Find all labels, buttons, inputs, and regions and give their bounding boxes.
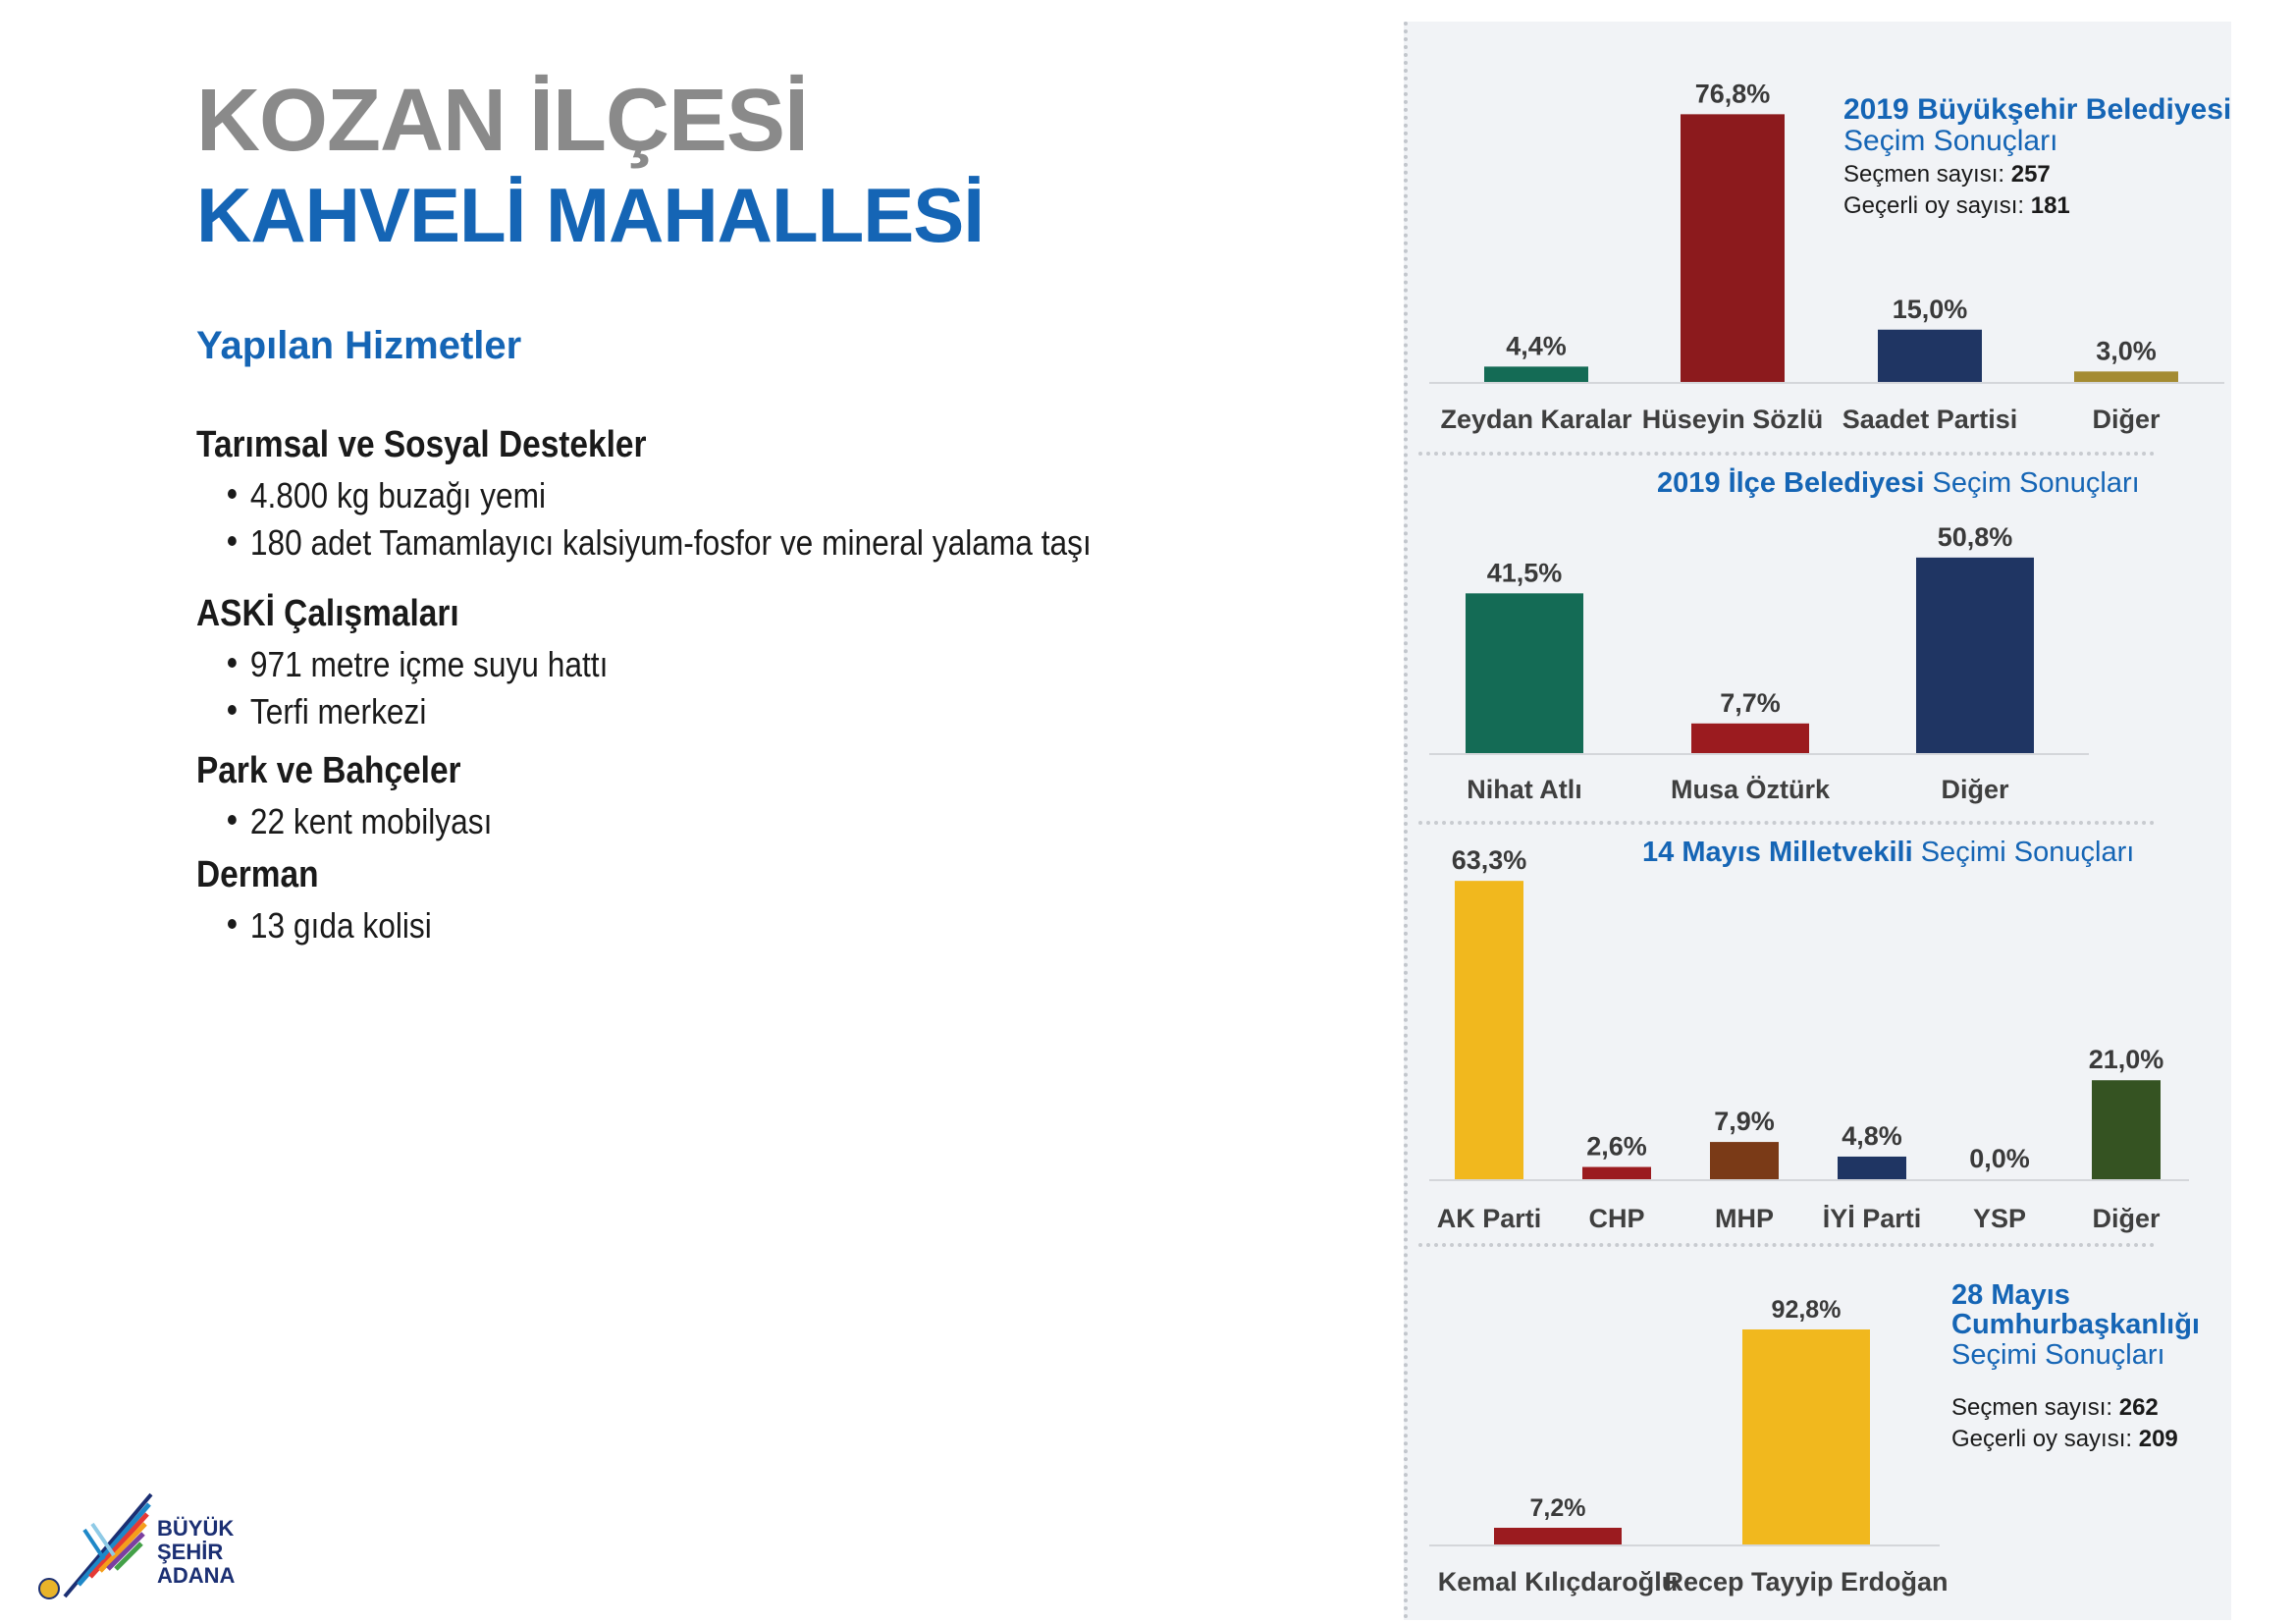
- service-item: 180 adet Tamamlayıcı kalsiyum-fosfor ve …: [228, 522, 1092, 564]
- bar-value-label: 2,6%: [1586, 1132, 1647, 1162]
- bar-3-1: [1455, 881, 1523, 1179]
- bar-value-label: 4,8%: [1842, 1121, 1902, 1151]
- chart4-valid-votes: Geçerli oy sayısı: 209: [1951, 1426, 2178, 1452]
- category-label: Diğer: [2092, 1204, 2161, 1233]
- chart1-valid-votes: Geçerli oy sayısı: 181: [1843, 192, 2070, 219]
- chart4-voters: Seçmen sayısı: 262: [1951, 1394, 2159, 1421]
- bar-value-label: 4,4%: [1506, 331, 1567, 360]
- bar-value-label: 7,9%: [1714, 1107, 1775, 1136]
- category-label: CHP: [1588, 1204, 1644, 1233]
- bar-value-label: 21,0%: [2089, 1045, 2164, 1074]
- logo-text: BÜYÜK ŞEHİR ADANA: [157, 1516, 236, 1589]
- chart4-title: 28 Mayıs Cumhurbaşkanlığı Seçimi Sonuçla…: [1951, 1279, 2200, 1371]
- chart1-title: 2019 Büyükşehir Belediyesi Seçim Sonuçla…: [1843, 93, 2232, 157]
- service-item: 971 metre içme suyu hattı: [228, 644, 608, 685]
- chart1-voters: Seçmen sayısı: 257: [1843, 161, 2051, 188]
- bar-1-3: [1878, 329, 1982, 382]
- category-label: Saadet Partisi: [1842, 405, 2018, 434]
- bar-3-4: [1838, 1156, 1906, 1179]
- section-divider: [1418, 1243, 2155, 1247]
- category-label: Zeydan Karalar: [1440, 405, 1632, 434]
- bar-3-6: [2092, 1080, 2161, 1179]
- section-divider: [1418, 452, 2155, 456]
- category-label: Diğer: [1941, 775, 2009, 804]
- category-label: Musa Öztürk: [1671, 775, 1831, 804]
- bar-1-2: [1681, 114, 1785, 383]
- bar-value-label: 50,8%: [1938, 522, 2013, 552]
- district-title: KOZAN İLÇESİ: [196, 72, 809, 170]
- bullet-icon: [228, 919, 237, 930]
- chart2-title: 2019 İlçe Belediyesi Seçim Sonuçları: [1657, 467, 2140, 499]
- bar-4-2: [1742, 1328, 1870, 1544]
- bar-value-label: 41,5%: [1487, 558, 1563, 587]
- chart-baseline: [1429, 753, 2089, 755]
- bar-value-label: 15,0%: [1893, 295, 1968, 324]
- category-label: AK Parti: [1437, 1204, 1542, 1233]
- service-item: 4.800 kg buzağı yemi: [228, 475, 546, 516]
- section-divider: [1418, 821, 2155, 825]
- bar-value-label: 0,0%: [1969, 1144, 2030, 1173]
- service-group-title: Derman: [196, 854, 319, 895]
- bar-2-1: [1466, 593, 1583, 753]
- bar-value-label: 63,3%: [1452, 845, 1527, 875]
- bullet-icon: [228, 705, 237, 716]
- bar-1-1: [1484, 366, 1588, 382]
- bullet-icon: [228, 658, 237, 669]
- bar-2-2: [1691, 723, 1809, 753]
- election-charts: 4,4% Zeydan Karalar 76,8% Hüseyin Sözlü 15,0…: [1437, 79, 2178, 1597]
- service-group-title: Tarımsal ve Sosyal Destekler: [196, 424, 647, 465]
- bar-1-4: [2074, 371, 2178, 382]
- bar-3-2: [1582, 1166, 1651, 1179]
- category-label: Hüseyin Sözlü: [1642, 405, 1824, 434]
- category-label: İYİ Parti: [1823, 1204, 1922, 1233]
- category-label: MHP: [1715, 1204, 1774, 1233]
- category-label: Recep Tayyip Erdoğan: [1664, 1567, 1948, 1597]
- bar-value-label: 7,7%: [1720, 688, 1781, 718]
- bar-value-label: 7,2%: [1530, 1494, 1586, 1522]
- bullet-icon: [228, 536, 237, 547]
- chart-baseline: [1429, 1544, 1940, 1546]
- service-group-title: ASKİ Çalışmaları: [196, 593, 459, 634]
- category-label: Diğer: [2092, 405, 2161, 434]
- category-label: Nihat Atlı: [1467, 775, 1582, 804]
- chart-baseline: [1429, 1179, 2189, 1181]
- neighborhood-title: KAHVELİ MAHALLESİ: [196, 172, 985, 258]
- bar-4-1: [1494, 1528, 1622, 1544]
- service-item: 13 gıda kolisi: [228, 905, 432, 947]
- service-item: Terfi merkezi: [228, 691, 426, 732]
- bar-value-label: 3,0%: [2096, 336, 2157, 365]
- bar-2-3: [1916, 557, 2034, 753]
- bullet-icon: [228, 815, 237, 826]
- category-label: YSP: [1973, 1204, 2026, 1233]
- service-group-title: Park ve Bahçeler: [196, 750, 461, 791]
- services-heading: Yapılan Hizmetler: [196, 324, 522, 367]
- chart3-title: 14 Mayıs Milletvekili Seçimi Sonuçları: [1642, 837, 2135, 868]
- buyuksehir-adana-logo: [38, 1492, 153, 1599]
- category-label: Kemal Kılıçdaroğlu: [1438, 1567, 1679, 1597]
- bar-value-label: 76,8%: [1695, 79, 1771, 108]
- service-item: 22 kent mobilyası: [228, 801, 492, 842]
- bar-value-label: 92,8%: [1772, 1296, 1842, 1324]
- bar-3-3: [1710, 1142, 1779, 1179]
- chart-baseline: [1429, 382, 2224, 384]
- bullet-icon: [228, 489, 237, 500]
- panel-border: [1404, 22, 1408, 1620]
